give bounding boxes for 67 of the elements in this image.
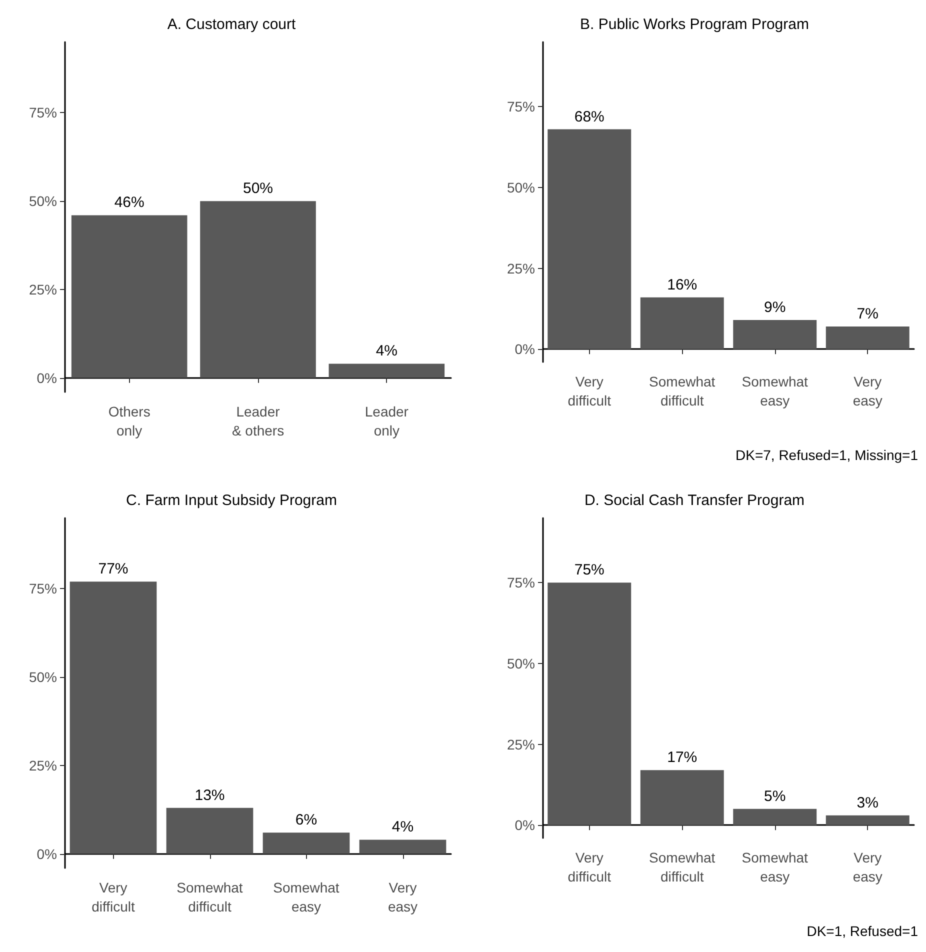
y-tick-label: 0% [514, 341, 535, 358]
y-tick-label: 50% [506, 655, 535, 672]
data-label: 9% [764, 298, 786, 316]
bar [166, 808, 254, 854]
data-label: 68% [574, 108, 604, 126]
bar [262, 832, 350, 854]
y-tick-label: 25% [28, 281, 57, 298]
x-tick-label: Somewhat difficult [649, 850, 716, 884]
x-tick-label: Somewhat difficult [649, 374, 716, 408]
text: DK=1, Refused=1 [806, 923, 918, 939]
data-label: 3% [856, 794, 878, 812]
data-label: 4% [376, 342, 398, 360]
y-tick-label: 75% [28, 580, 57, 597]
y-tick-label: 50% [28, 669, 57, 686]
y-tick-label: 0% [514, 817, 535, 834]
bar [359, 840, 446, 854]
data-label: 6% [295, 812, 318, 829]
x-tick-label: Very easy [852, 374, 882, 408]
y-tick-label: 50% [28, 193, 57, 210]
bar [70, 582, 157, 854]
bar [640, 770, 724, 826]
x-tick-label: Leader only [364, 404, 409, 438]
y-tick-label: 75% [506, 98, 535, 115]
chart-title: B. Public Works Program Program [580, 16, 809, 33]
y-tick-label: 75% [28, 104, 57, 121]
y-tick-label: 0% [36, 846, 57, 862]
y-tick-label: 75% [506, 574, 535, 591]
bar [640, 297, 724, 350]
bar [826, 326, 910, 350]
y-tick-label: 25% [506, 260, 535, 276]
y-tick-label: 0% [36, 370, 57, 386]
x-tick-label: Others only [108, 404, 150, 438]
x-tick-label: Somewhat easy [742, 374, 808, 408]
data-label: 77% [98, 560, 128, 578]
x-tick-label: Somewhat difficult [176, 880, 243, 914]
x-tick-label: Very difficult [92, 880, 136, 914]
x-tick-label: Leader & others [232, 404, 284, 438]
bar [548, 129, 632, 350]
data-label: 7% [856, 305, 878, 322]
x-tick-label: Very difficult [568, 850, 612, 884]
text: DK=7, Refused=1, Missing=1 [736, 447, 918, 463]
y-tick-label: 25% [28, 757, 57, 774]
x-tick-label: Very easy [852, 850, 882, 884]
bar [71, 215, 188, 378]
chart-title: D. Social Cash Transfer Program [584, 492, 805, 509]
data-label: 75% [574, 562, 604, 579]
y-tick-label: 25% [506, 736, 535, 752]
bar [200, 201, 316, 378]
data-label: 13% [194, 786, 225, 804]
chart-title: A. Customary court [167, 16, 297, 33]
bar [826, 815, 910, 826]
data-label: 46% [114, 194, 144, 212]
chart-title: C. Farm Input Subsidy Program [126, 492, 337, 509]
data-label: 50% [242, 180, 274, 198]
x-tick-label: Somewhat easy [273, 880, 340, 914]
y-tick-label: 50% [506, 179, 535, 196]
bar [733, 808, 817, 826]
bar [328, 364, 445, 378]
data-label: 17% [667, 749, 698, 766]
data-label: 4% [392, 818, 414, 836]
data-label: 5% [764, 788, 786, 805]
x-tick-label: Very difficult [568, 374, 612, 408]
data-label: 16% [667, 276, 698, 294]
bar [733, 320, 817, 350]
x-tick-label: Very easy [388, 880, 418, 914]
bar [548, 582, 632, 826]
x-tick-label: Somewhat easy [742, 850, 808, 884]
